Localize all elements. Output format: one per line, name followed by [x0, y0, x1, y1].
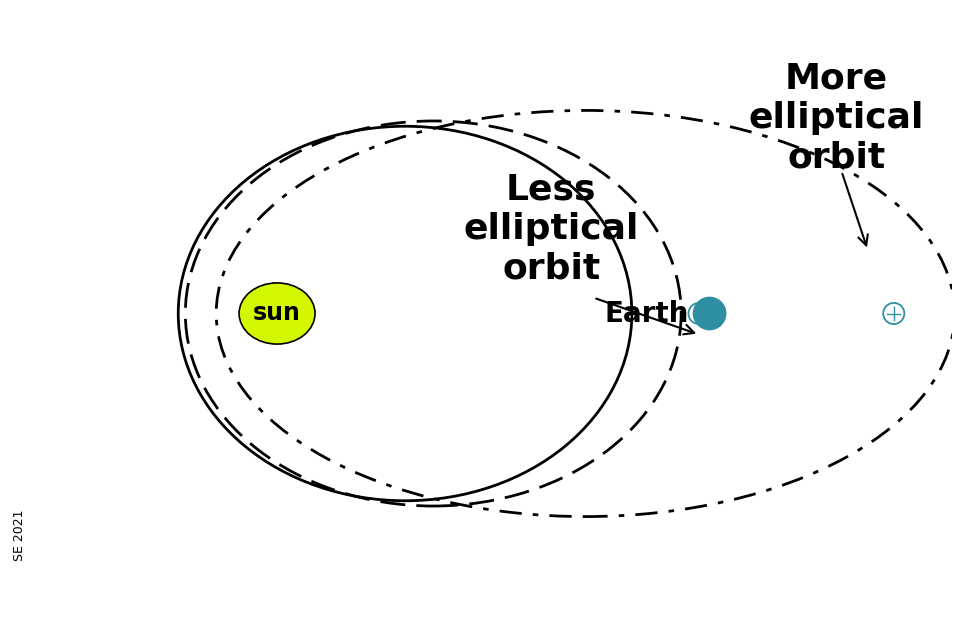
Circle shape: [693, 298, 726, 329]
Circle shape: [689, 303, 710, 324]
Text: Less
elliptical
orbit: Less elliptical orbit: [464, 172, 639, 285]
Text: sun: sun: [253, 302, 301, 325]
Text: More
elliptical
orbit: More elliptical orbit: [749, 62, 923, 175]
Text: Earth: Earth: [605, 300, 689, 327]
Circle shape: [883, 303, 904, 324]
Ellipse shape: [239, 283, 315, 344]
Text: SE 2021: SE 2021: [13, 510, 27, 561]
